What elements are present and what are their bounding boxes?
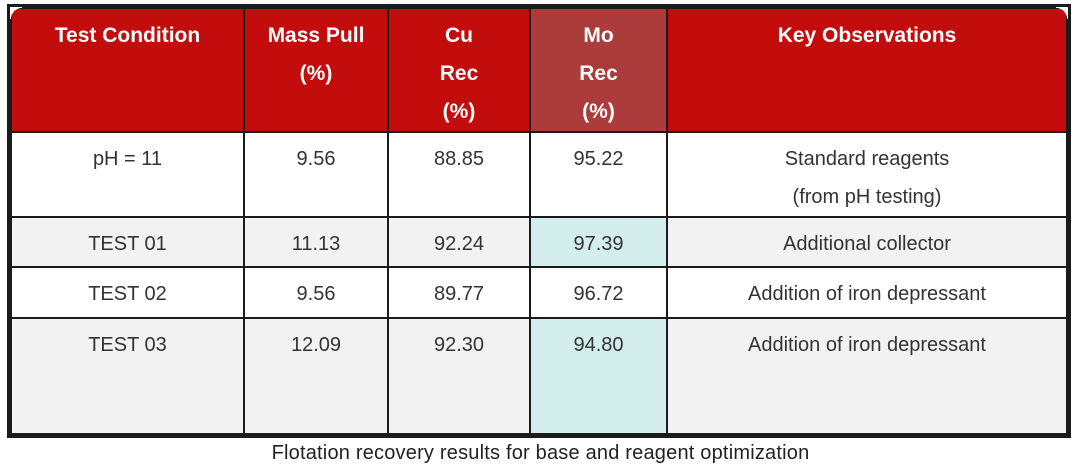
header-line: Mo bbox=[583, 24, 614, 47]
cell-key-observations: Standard reagents (from pH testing) bbox=[666, 131, 1068, 218]
table-row: TEST 02 9.56 89.77 96.72 Addition of iro… bbox=[10, 266, 1068, 319]
header-mo-rec: Mo Rec (%) bbox=[529, 7, 668, 133]
cell-mass-pull: 9.56 bbox=[243, 131, 389, 218]
cell-key-observations: Addition of iron depressant bbox=[666, 317, 1068, 435]
cell-cu-rec: 92.24 bbox=[387, 216, 531, 268]
cell-mo-rec: 96.72 bbox=[529, 266, 668, 319]
header-line: Test Condition bbox=[54, 24, 201, 47]
results-table-container: Test Condition Mass Pull (%) Cu Rec (%) … bbox=[7, 4, 1071, 438]
cell-mo-rec: 97.39 bbox=[529, 216, 668, 268]
header-mass-pull: Mass Pull (%) bbox=[243, 7, 389, 133]
flotation-results-table: Test Condition Mass Pull (%) Cu Rec (%) … bbox=[10, 7, 1068, 435]
header-line: (%) bbox=[299, 62, 333, 85]
header-corner-curl-left bbox=[10, 7, 22, 19]
header-line: Mass Pull bbox=[267, 24, 365, 47]
header-line: (%) bbox=[582, 100, 615, 123]
header-key-observations: Key Observations bbox=[666, 7, 1068, 133]
cell-test-condition: TEST 01 bbox=[10, 216, 245, 268]
cell-mass-pull: 11.13 bbox=[243, 216, 389, 268]
header-line: Cu bbox=[445, 24, 473, 47]
cell-mass-pull: 12.09 bbox=[243, 317, 389, 435]
cell-mass-pull: 9.56 bbox=[243, 266, 389, 319]
table-body: pH = 11 9.56 88.85 95.22 Standard reagen… bbox=[10, 131, 1068, 435]
table-row: TEST 01 11.13 92.24 97.39 Additional col… bbox=[10, 216, 1068, 268]
cell-key-observations: Additional collector bbox=[666, 216, 1068, 268]
cell-test-condition: pH = 11 bbox=[10, 131, 245, 218]
header-test-condition: Test Condition bbox=[10, 7, 245, 133]
cell-mo-rec: 95.22 bbox=[529, 131, 668, 218]
cell-cu-rec: 88.85 bbox=[387, 131, 531, 218]
header-line: Rec bbox=[579, 62, 618, 85]
table-row: TEST 03 12.09 92.30 94.80 Addition of ir… bbox=[10, 317, 1068, 435]
header-corner-curl-right bbox=[1056, 7, 1068, 19]
observation-line: Standard reagents bbox=[784, 148, 950, 170]
header-line: Key Observations bbox=[777, 24, 957, 47]
cell-mo-rec: 94.80 bbox=[529, 317, 668, 435]
cell-test-condition: TEST 02 bbox=[10, 266, 245, 319]
cell-cu-rec: 92.30 bbox=[387, 317, 531, 435]
cell-test-condition: TEST 03 bbox=[10, 317, 245, 435]
header-line: Rec bbox=[439, 62, 479, 85]
table-header: Test Condition Mass Pull (%) Cu Rec (%) … bbox=[10, 7, 1068, 133]
observation-line: (from pH testing) bbox=[792, 186, 942, 208]
cell-cu-rec: 89.77 bbox=[387, 266, 531, 319]
table-row: pH = 11 9.56 88.85 95.22 Standard reagen… bbox=[10, 131, 1068, 218]
cell-key-observations: Addition of iron depressant bbox=[666, 266, 1068, 319]
header-cu-rec: Cu Rec (%) bbox=[387, 7, 531, 133]
header-row: Test Condition Mass Pull (%) Cu Rec (%) … bbox=[10, 7, 1068, 133]
header-line: (%) bbox=[442, 100, 476, 123]
table-caption: Flotation recovery results for base and … bbox=[271, 442, 810, 464]
